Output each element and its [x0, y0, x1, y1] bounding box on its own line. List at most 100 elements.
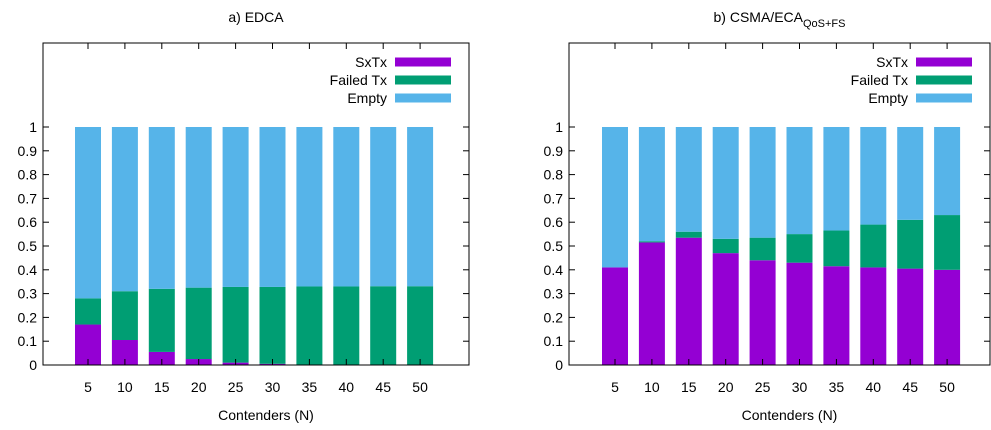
bar-empty-10 [638, 127, 665, 242]
bar-sxtx-50 [934, 269, 961, 365]
x-tick-label: 35 [302, 379, 318, 395]
x-tick-label: 40 [339, 379, 355, 395]
legend-label: Empty [347, 90, 387, 106]
legend-swatch [395, 93, 451, 103]
bar-empty-5 [602, 127, 628, 268]
bar-failed-tx-15 [148, 288, 175, 352]
bar-empty-15 [148, 127, 175, 289]
x-tick-label: 25 [755, 379, 771, 395]
bar-failed-tx-15 [675, 231, 702, 238]
y-tick-label: 0.2 [18, 309, 38, 325]
y-tick-label: 0 [555, 357, 563, 373]
bar-empty-25 [222, 127, 249, 287]
bar-sxtx-40 [860, 267, 887, 365]
x-tick-label: 30 [792, 379, 808, 395]
x-tick-label: 15 [681, 379, 697, 395]
legend-label: Empty [868, 90, 908, 106]
y-tick-label: 0.9 [18, 143, 38, 159]
legend-label: SxTx [355, 54, 387, 70]
legend-swatch [395, 57, 451, 67]
bar-failed-tx-20 [712, 238, 739, 254]
chart-title-subscript: QoS+FS [803, 18, 846, 30]
bar-failed-tx-10 [638, 241, 665, 243]
chart-title: a) EDCA [228, 9, 284, 25]
bar-sxtx-5 [75, 324, 101, 365]
bar-failed-tx-30 [259, 286, 286, 364]
bar-empty-30 [259, 127, 286, 287]
x-tick-label: 45 [375, 379, 391, 395]
x-tick-label: 5 [611, 379, 619, 395]
y-tick-label: 0.4 [544, 262, 564, 278]
x-tick-label: 15 [154, 379, 170, 395]
chart-title-main: b) CSMA/ECA [714, 9, 804, 25]
x-tick-label: 5 [84, 379, 92, 395]
bar-sxtx-15 [675, 237, 702, 365]
bar-failed-tx-25 [749, 237, 776, 261]
y-tick-label: 0.2 [544, 309, 564, 325]
bar-sxtx-45 [897, 268, 924, 365]
bar-failed-tx-10 [111, 291, 138, 341]
bar-failed-tx-45 [897, 219, 924, 269]
x-tick-label: 40 [866, 379, 882, 395]
x-tick-label: 50 [939, 379, 955, 395]
legend-swatch [916, 75, 972, 85]
x-axis-label: Contenders (N) [742, 407, 838, 423]
bar-failed-tx-25 [222, 286, 249, 363]
bar-failed-tx-35 [823, 230, 850, 267]
chart-panel-2: b) CSMA/ECAQoS+FS 5 10 15 20 25 30 35 40 45 50 0 0.1… [544, 9, 991, 423]
bar-failed-tx-50 [934, 215, 961, 270]
bar-empty-40 [333, 127, 360, 287]
bar-failed-tx-5 [75, 298, 101, 325]
bar-failed-tx-45 [370, 286, 397, 365]
y-tick-label: 0.1 [544, 333, 564, 349]
x-tick-label: 35 [829, 379, 845, 395]
y-tick-label: 0.5 [18, 238, 38, 254]
bar-empty-35 [823, 127, 850, 231]
bar-empty-30 [786, 127, 813, 235]
x-axis-label: Contenders (N) [218, 407, 314, 423]
y-tick-label: 0.7 [544, 190, 564, 206]
y-tick-label: 0.7 [18, 190, 38, 206]
y-tick-label: 0.9 [544, 143, 564, 159]
bar-sxtx-30 [786, 262, 813, 365]
bar-sxtx-35 [823, 266, 850, 365]
y-tick-label: 0.6 [544, 214, 564, 230]
bar-empty-20 [185, 127, 212, 288]
legend-swatch [916, 57, 972, 67]
bar-empty-15 [675, 127, 702, 232]
bar-failed-tx-30 [786, 234, 813, 263]
y-tick-label: 0.3 [544, 286, 564, 302]
bar-empty-20 [712, 127, 739, 239]
x-tick-label: 20 [191, 379, 207, 395]
bar-sxtx-25 [749, 260, 776, 365]
bar-empty-35 [296, 127, 323, 287]
x-tick-label: 20 [718, 379, 734, 395]
bar-empty-10 [111, 127, 138, 292]
x-tick-label: 50 [412, 379, 428, 395]
bar-failed-tx-35 [296, 286, 323, 365]
y-tick-label: 0.4 [18, 262, 38, 278]
bar-failed-tx-50 [407, 286, 434, 365]
bar-failed-tx-40 [860, 224, 887, 268]
plot-frame [568, 42, 991, 366]
y-tick-label: 0.1 [18, 333, 38, 349]
x-tick-label: 10 [117, 379, 133, 395]
bar-sxtx-5 [602, 267, 628, 365]
legend-label: Failed Tx [330, 72, 387, 88]
y-tick-label: 0 [29, 357, 37, 373]
y-tick-label: 0.5 [544, 238, 564, 254]
y-tick-label: 0.6 [18, 214, 38, 230]
x-tick-label: 10 [644, 379, 660, 395]
legend-swatch [916, 93, 972, 103]
y-tick-label: 0.8 [544, 167, 564, 183]
x-tick-label: 30 [265, 379, 281, 395]
y-tick-label: 1 [29, 119, 37, 135]
bar-empty-25 [749, 127, 776, 238]
bar-empty-50 [407, 127, 434, 287]
y-tick-label: 1 [555, 119, 563, 135]
legend-label: Failed Tx [851, 72, 908, 88]
bar-empty-5 [75, 127, 101, 299]
bar-failed-tx-40 [333, 286, 360, 365]
chart-title-main: a) EDCA [228, 9, 284, 25]
bar-sxtx-15 [148, 351, 175, 365]
